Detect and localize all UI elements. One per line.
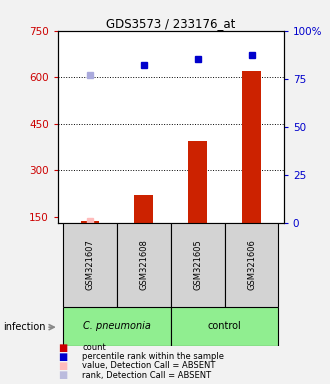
Bar (242, 71, 261, 223)
Text: GSM321605: GSM321605 (193, 240, 202, 290)
Text: rank, Detection Call = ABSENT: rank, Detection Call = ABSENT (82, 371, 212, 380)
Bar (63, 223, 117, 307)
Text: infection: infection (3, 322, 46, 332)
Bar (188, 141, 207, 223)
Text: value, Detection Call = ABSENT: value, Detection Call = ABSENT (82, 361, 216, 371)
Bar (171, 307, 279, 346)
Text: count: count (82, 343, 106, 352)
Text: ■: ■ (58, 352, 67, 362)
Bar (225, 223, 279, 307)
Bar (81, 220, 99, 223)
Text: percentile rank within the sample: percentile rank within the sample (82, 352, 224, 361)
Text: GSM321608: GSM321608 (139, 240, 148, 290)
Title: GDS3573 / 233176_at: GDS3573 / 233176_at (106, 17, 236, 30)
Text: ■: ■ (58, 361, 67, 371)
Bar (63, 307, 171, 346)
Bar (171, 223, 225, 307)
Text: C. pneumonia: C. pneumonia (83, 321, 151, 331)
Text: ■: ■ (58, 370, 67, 380)
Text: GSM321607: GSM321607 (85, 240, 94, 290)
Text: ■: ■ (58, 343, 67, 353)
Text: control: control (208, 321, 242, 331)
Bar (134, 195, 153, 223)
Bar (117, 223, 171, 307)
Text: GSM321606: GSM321606 (247, 240, 256, 290)
